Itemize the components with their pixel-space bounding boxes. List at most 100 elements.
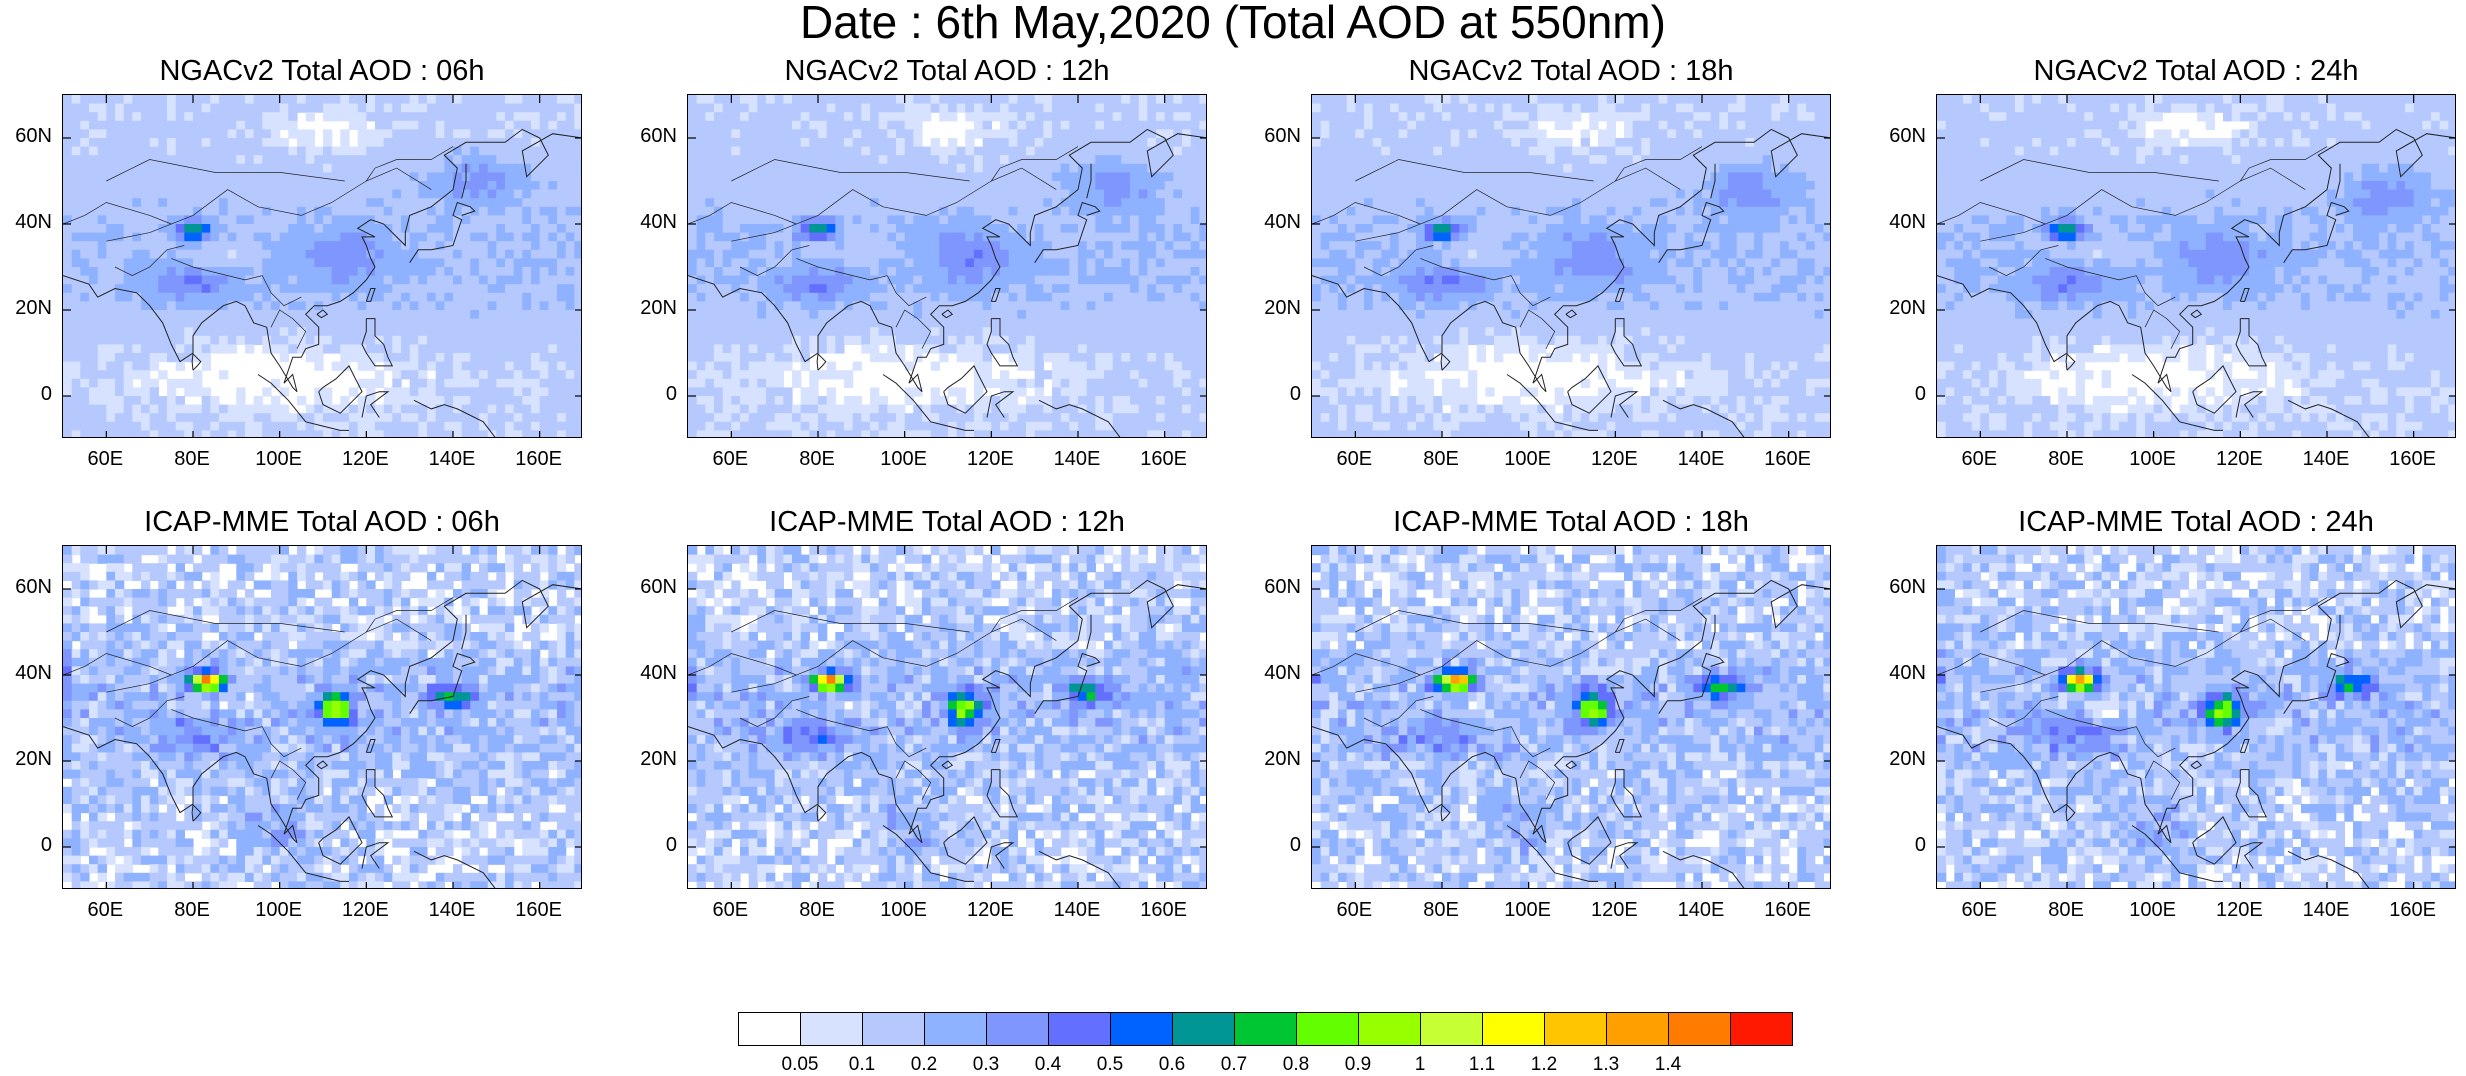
aod-cell (1095, 310, 1104, 319)
aod-cell (375, 284, 384, 293)
aod-cell (731, 164, 740, 173)
aod-cell (540, 224, 549, 233)
aod-cell (1199, 233, 1207, 242)
aod-cell (505, 353, 514, 362)
aod-cell (783, 250, 792, 259)
aod-cell (1381, 138, 1390, 147)
aod-cell (1511, 112, 1520, 121)
aod-cell (80, 112, 89, 121)
aod-cell (1529, 129, 1538, 138)
aod-cell (688, 405, 697, 414)
aod-cell (150, 147, 159, 156)
aod-cell (271, 112, 280, 121)
aod-cell (210, 224, 219, 233)
aod-cell (115, 241, 124, 250)
aod-cell (1139, 301, 1148, 310)
aod-cell (453, 276, 462, 285)
aod-cell (896, 198, 905, 207)
aod-cell (418, 387, 427, 396)
aod-cell (827, 422, 836, 431)
aod-cell (280, 121, 289, 130)
aod-cell (1685, 121, 1694, 130)
aod-cell (870, 250, 879, 259)
aod-cell (1121, 95, 1130, 104)
aod-cell (1165, 413, 1174, 422)
aod-cell (505, 276, 514, 285)
aod-cell (63, 112, 72, 121)
aod-cell (427, 258, 436, 267)
aod-cell (306, 405, 315, 414)
aod-cell (991, 181, 1000, 190)
aod-cell (202, 138, 211, 147)
aod-cell (1035, 190, 1044, 199)
aod-cell (1173, 121, 1182, 130)
aod-cell (1000, 147, 1009, 156)
aod-cell (792, 172, 801, 181)
aod-cell (792, 430, 801, 438)
aod-cell (297, 396, 306, 405)
aod-cell (1061, 258, 1070, 267)
aod-cell (392, 430, 401, 438)
aod-cell (193, 301, 202, 310)
aod-cell (453, 284, 462, 293)
aod-cell (705, 370, 714, 379)
aod-cell (1026, 121, 1035, 130)
aod-cell (89, 267, 98, 276)
aod-cell (479, 301, 488, 310)
aod-cell (202, 319, 211, 328)
aod-cell (1061, 155, 1070, 164)
aod-cell (1095, 215, 1104, 224)
aod-cell (141, 430, 150, 438)
aod-cell (392, 112, 401, 121)
aod-cell (522, 336, 531, 345)
aod-cell (323, 129, 332, 138)
aod-cell (72, 284, 81, 293)
aod-cell (314, 224, 323, 233)
aod-cell (392, 241, 401, 250)
aod-cell (410, 353, 419, 362)
aod-cell (488, 129, 497, 138)
aod-cell (1095, 284, 1104, 293)
aod-cell (896, 344, 905, 353)
aod-cell (835, 147, 844, 156)
aod-cell (844, 155, 853, 164)
aod-cell (479, 276, 488, 285)
aod-cell (236, 336, 245, 345)
aod-cell (358, 430, 367, 438)
aod-cell (228, 293, 237, 302)
aod-cell (254, 224, 263, 233)
aod-cell (245, 104, 254, 113)
aod-cell (757, 327, 766, 336)
aod-cell (384, 284, 393, 293)
aod-cell (262, 284, 271, 293)
aod-cell (470, 319, 479, 328)
aod-cell (1147, 319, 1156, 328)
aod-cell (705, 95, 714, 104)
aod-cell (757, 293, 766, 302)
aod-cell (496, 198, 505, 207)
aod-cell (566, 293, 575, 302)
aod-cell (557, 336, 566, 345)
aod-cell (72, 164, 81, 173)
aod-cell (210, 293, 219, 302)
aod-cell (965, 241, 974, 250)
aod-cell (757, 121, 766, 130)
aod-cell (514, 258, 523, 267)
aod-cell (1581, 138, 1590, 147)
aod-cell (106, 147, 115, 156)
aod-cell (1035, 233, 1044, 242)
aod-cell (80, 310, 89, 319)
aod-cell (948, 164, 957, 173)
aod-cell (887, 258, 896, 267)
aod-cell (948, 267, 957, 276)
aod-cell (1130, 267, 1139, 276)
aod-cell (167, 276, 176, 285)
aod-cell (697, 396, 706, 405)
aod-cell (115, 370, 124, 379)
aod-cell (453, 379, 462, 388)
aod-cell (150, 276, 159, 285)
aod-cell (496, 155, 505, 164)
aod-cell (193, 129, 202, 138)
aod-cell (1321, 129, 1330, 138)
aod-cell (89, 301, 98, 310)
